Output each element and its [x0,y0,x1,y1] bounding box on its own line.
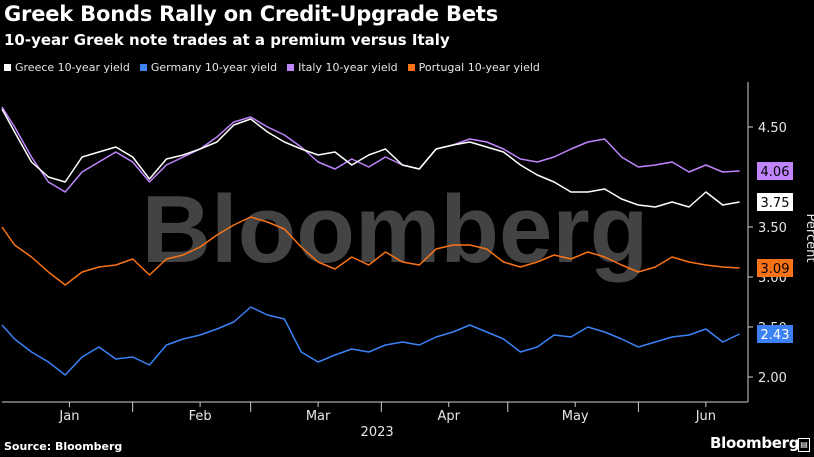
x-tick-label: Apr [438,409,461,424]
series-line-germany [1,306,740,376]
end-label-box-germany [757,325,793,343]
legend-swatch-italy [287,64,295,71]
end-label-portugal: 3.09 [761,262,790,277]
x-axis-label: 2023 [361,425,394,440]
y-tick-label: 2.00 [758,371,787,386]
x-tick-label: Mar [306,409,331,424]
legend-label-portugal: Portugal 10-year yield [418,61,540,74]
end-label-germany: 2.43 [761,328,790,343]
x-tick-label: Feb [189,409,212,424]
x-tick-label: May [562,409,589,424]
brand-icon: ▤ [798,438,810,452]
legend-label-germany: Germany 10-year yield [150,61,278,74]
source-note: Source: Bloomberg [4,440,123,453]
brand-logo: Bloomberg [710,434,800,452]
legend-item-italy: Italy 10-year yield [287,61,398,74]
end-label-box-italy [757,162,793,180]
y-tick-label: 4.50 [758,121,787,136]
legend: Greece 10-year yield Germany 10-year yie… [4,61,540,74]
series-line-portugal [1,216,740,286]
y-axis-label: Percent [803,214,814,263]
legend-item-greece: Greece 10-year yield [4,61,130,74]
end-label-greece: 3.75 [761,196,790,211]
x-tick-label: Jan [58,409,79,424]
y-tick-label: 3.50 [758,221,787,236]
legend-swatch-greece [4,64,11,71]
series-line-italy [1,106,740,193]
chart-subtitle: 10-year Greek note trades at a premium v… [4,31,450,49]
legend-item-portugal: Portugal 10-year yield [407,61,540,74]
legend-swatch-germany [139,64,147,71]
legend-label-italy: Italy 10-year yield [298,61,398,74]
x-tick-label: Jun [695,409,716,424]
end-label-box-greece [757,193,793,211]
end-label-italy: 4.06 [761,165,790,180]
chart-title: Greek Bonds Rally on Credit-Upgrade Bets [4,2,499,26]
legend-label-greece: Greece 10-year yield [15,61,130,74]
series-line-greece [1,108,740,208]
legend-item-germany: Germany 10-year yield [139,61,278,74]
end-label-box-portugal [757,259,793,277]
legend-swatch-portugal [407,64,415,71]
